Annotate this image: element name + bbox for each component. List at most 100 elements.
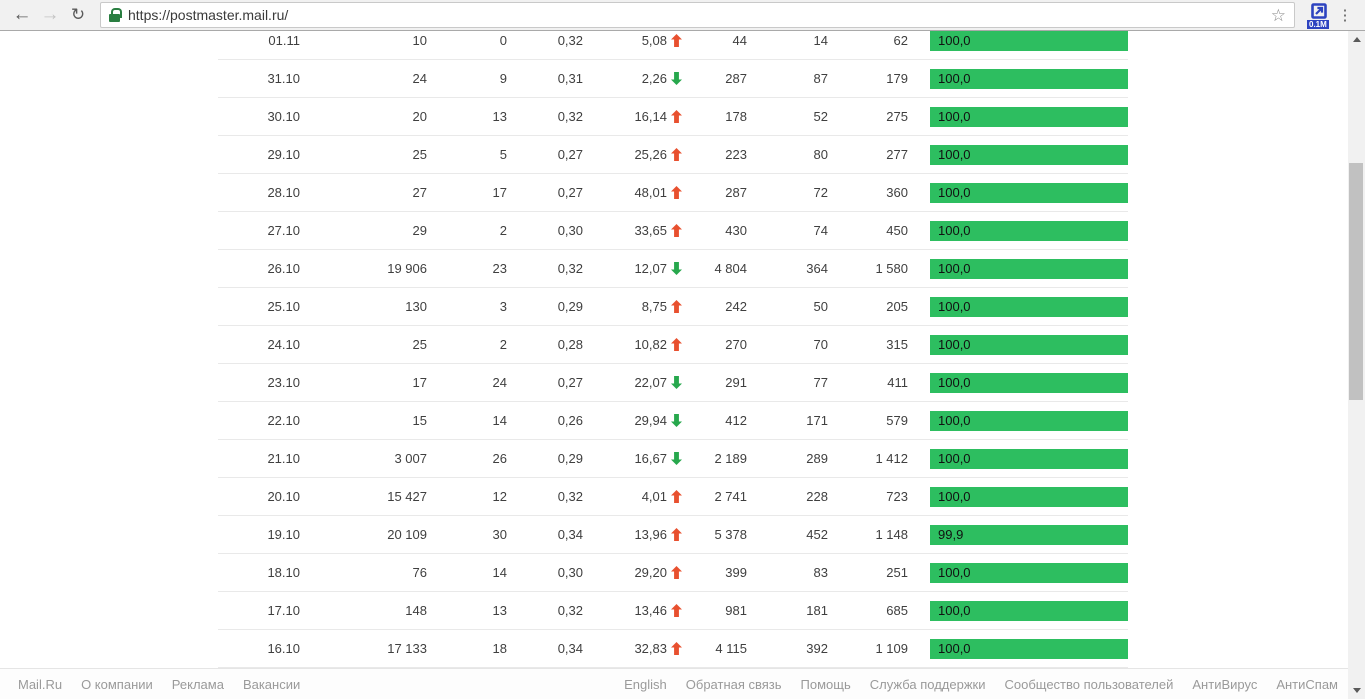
trend-up-arrow-icon (671, 186, 682, 199)
cell-date: 27.10 (267, 223, 300, 238)
footer-link[interactable]: Сообщество пользователей (1004, 676, 1174, 692)
cell-value: 685 (886, 603, 908, 618)
footer-link[interactable]: Служба поддержки (869, 676, 986, 692)
table-row[interactable]: 18.10 76 14 0,30 29,20 399 83 251 100,0 (218, 554, 1128, 592)
scroll-up-arrow-icon[interactable] (1348, 31, 1365, 48)
cell-date: 17.10 (267, 603, 300, 618)
browser-toolbar: ← → ↻ https://postmaster.mail.ru/ ☆ 0.1M… (0, 0, 1365, 31)
table-row[interactable]: 27.10 29 2 0,30 33,65 430 74 450 100,0 (218, 212, 1128, 250)
cell-value: 5 (499, 147, 507, 162)
footer-link[interactable]: Вакансии (242, 676, 301, 692)
success-rate-bar: 100,0 (930, 31, 1128, 51)
url-text[interactable]: https://postmaster.mail.ru/ (128, 7, 289, 23)
cell-delta: 13,96 (583, 527, 682, 542)
reload-button[interactable]: ↻ (64, 1, 92, 29)
delta-value: 25,26 (634, 147, 667, 162)
success-rate-bar: 100,0 (930, 144, 1128, 165)
cell-value: 0,32 (557, 33, 583, 48)
success-rate-bar: 100,0 (930, 68, 1128, 89)
cell-delta: 16,14 (583, 109, 682, 124)
back-button[interactable]: ← (8, 1, 36, 29)
cell-date: 25.10 (267, 299, 300, 314)
address-bar[interactable]: https://postmaster.mail.ru/ ☆ (100, 2, 1295, 28)
cell-value: 29 (412, 223, 427, 238)
footer-links-right: English Обратная связь Помощь Служба поддер… (624, 677, 1338, 692)
cell-value: 412 (725, 413, 747, 428)
trend-up-arrow-icon (671, 34, 682, 47)
success-rate-bar: 99,9 (930, 524, 1128, 545)
success-rate-label: 100,0 (938, 602, 971, 618)
cell-delta: 13,46 (583, 603, 682, 618)
cell-value: 723 (886, 489, 908, 504)
cell-delta: 5,08 (583, 33, 682, 48)
success-rate-label: 100,0 (938, 32, 971, 48)
table-row[interactable]: 23.10 17 24 0,27 22,07 291 77 411 100,0 (218, 364, 1128, 402)
cell-value: 430 (725, 223, 747, 238)
cell-success-bar: 100,0 (930, 448, 1128, 469)
vertical-scrollbar[interactable] (1348, 31, 1365, 699)
table-row[interactable]: 31.10 24 9 0,31 2,26 287 87 179 100,0 (218, 60, 1128, 98)
table-row[interactable]: 19.10 20 109 30 0,34 13,96 5 378 452 1 1… (218, 516, 1128, 554)
bookmark-star-icon[interactable]: ☆ (1270, 5, 1286, 25)
cell-value: 0,29 (557, 299, 583, 314)
success-rate-bar: 100,0 (930, 296, 1128, 317)
footer-link[interactable]: АнтиСпам (1276, 676, 1338, 692)
cell-date: 21.10 (267, 451, 300, 466)
delta-value: 33,65 (634, 223, 667, 238)
cell-value: 13 (492, 603, 507, 618)
cell-value: 9 (499, 71, 507, 86)
footer-link[interactable]: Обратная связь (685, 676, 782, 692)
cell-value: 0,27 (557, 147, 583, 162)
footer-link[interactable]: Помощь (800, 676, 851, 692)
cell-success-bar: 100,0 (930, 334, 1128, 355)
table-row[interactable]: 20.10 15 427 12 0,32 4,01 2 741 228 723 … (218, 478, 1128, 516)
cell-value: 2 741 (714, 489, 747, 504)
scrollbar-thumb[interactable] (1349, 163, 1363, 400)
success-rate-label: 100,0 (938, 336, 971, 352)
cell-value: 20 109 (387, 527, 427, 542)
cell-success-bar: 99,9 (930, 524, 1128, 545)
forward-button[interactable]: → (36, 1, 64, 29)
table-row[interactable]: 22.10 15 14 0,26 29,94 412 171 579 100,0 (218, 402, 1128, 440)
cell-value: 0,30 (557, 223, 583, 238)
table-row[interactable]: 16.10 17 133 18 0,34 32,83 4 115 392 1 1… (218, 630, 1128, 668)
footer-link[interactable]: Mail.Ru (18, 676, 63, 692)
success-rate-bar: 100,0 (930, 334, 1128, 355)
table-row[interactable]: 21.10 3 007 26 0,29 16,67 2 189 289 1 41… (218, 440, 1128, 478)
cell-value: 52 (813, 109, 828, 124)
rank-extension-icon (1311, 2, 1327, 19)
table-row[interactable]: 25.10 130 3 0,29 8,75 242 50 205 100,0 (218, 288, 1128, 326)
cell-value: 392 (806, 641, 828, 656)
table-row[interactable]: 01.11 10 0 0,32 5,08 44 14 62 100,0 (218, 31, 1128, 60)
browser-menu-button[interactable]: ⋮ (1333, 1, 1357, 29)
table-row[interactable]: 28.10 27 17 0,27 48,01 287 72 360 100,0 (218, 174, 1128, 212)
delta-value: 16,14 (634, 109, 667, 124)
extension-button[interactable]: 0.1M (1305, 0, 1333, 31)
scroll-down-arrow-icon[interactable] (1348, 682, 1365, 699)
cell-value: 17 (412, 375, 427, 390)
cell-value: 148 (405, 603, 427, 618)
cell-value: 30 (492, 527, 507, 542)
cell-delta: 33,65 (583, 223, 682, 238)
trend-up-arrow-icon (671, 148, 682, 161)
cell-value: 289 (806, 451, 828, 466)
table-row[interactable]: 24.10 25 2 0,28 10,82 270 70 315 100,0 (218, 326, 1128, 364)
footer-link[interactable]: Реклама (171, 676, 224, 692)
footer-link[interactable]: English (624, 676, 667, 692)
table-row[interactable]: 29.10 25 5 0,27 25,26 223 80 277 100,0 (218, 136, 1128, 174)
cell-value: 364 (806, 261, 828, 276)
cell-value: 0,29 (557, 451, 583, 466)
cell-value: 76 (412, 565, 427, 580)
cell-date: 24.10 (267, 337, 300, 352)
cell-value: 72 (813, 185, 828, 200)
cell-value: 44 (732, 33, 747, 48)
table-row[interactable]: 17.10 148 13 0,32 13,46 981 181 685 100,… (218, 592, 1128, 630)
cell-value: 4 804 (714, 261, 747, 276)
footer-link[interactable]: АнтиВирус (1192, 676, 1258, 692)
cell-value: 171 (806, 413, 828, 428)
footer-link[interactable]: О компании (81, 676, 153, 692)
table-row[interactable]: 26.10 19 906 23 0,32 12,07 4 804 364 1 5… (218, 250, 1128, 288)
footer-links-left: Mail.Ru О компании Реклама Вакансии (18, 677, 300, 692)
table-row[interactable]: 30.10 20 13 0,32 16,14 178 52 275 100,0 (218, 98, 1128, 136)
cell-value: 14 (813, 33, 828, 48)
